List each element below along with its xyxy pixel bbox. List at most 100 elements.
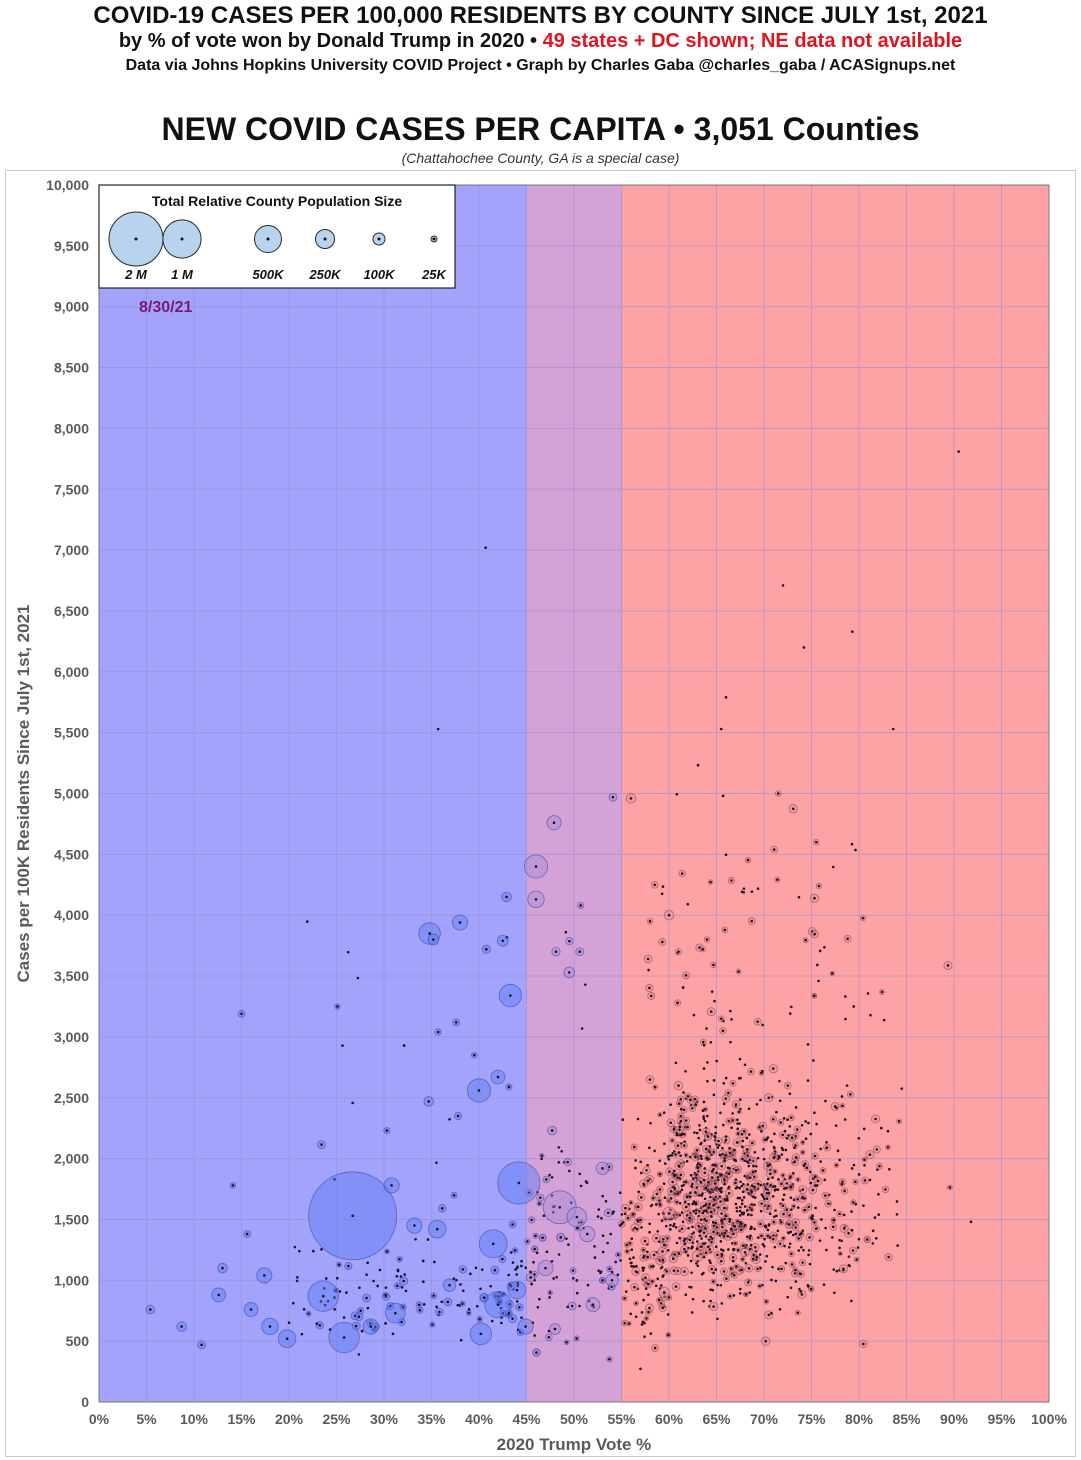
county-point: [844, 1017, 847, 1021]
county-point: [708, 1238, 715, 1246]
county-point: [839, 1103, 846, 1109]
county-point: [681, 1220, 685, 1224]
county-center-dot: [806, 1283, 810, 1287]
county-center-dot: [841, 1104, 844, 1108]
county-center-dot: [347, 1264, 350, 1268]
county-point: [635, 1264, 638, 1268]
county-point: [775, 790, 782, 797]
county-center-dot: [857, 1237, 861, 1241]
county-center-dot: [730, 1018, 733, 1021]
county-center-dot: [772, 848, 776, 851]
county-center-dot: [784, 1148, 788, 1152]
county-center-dot: [758, 1284, 762, 1288]
county-center-dot: [739, 1221, 742, 1224]
county-center-dot: [712, 1224, 716, 1228]
county-point: [579, 1226, 596, 1243]
county-center-dot: [427, 1100, 430, 1103]
county-point: [849, 1246, 857, 1255]
county-center-dot: [811, 1217, 814, 1221]
county-point: [451, 914, 469, 931]
county-center-dot: [832, 1218, 835, 1222]
county-point: [677, 1224, 687, 1233]
county-point: [336, 1276, 339, 1280]
county-center-dot: [721, 1146, 724, 1150]
county-center-dot: [732, 1294, 736, 1297]
county-point: [706, 1079, 709, 1083]
county-center-dot: [644, 1276, 647, 1279]
county-center-dot: [729, 1040, 732, 1044]
county-center-dot: [535, 1251, 539, 1255]
county-center-dot: [773, 1188, 777, 1192]
county-center-dot: [395, 1284, 399, 1288]
county-point: [749, 1234, 752, 1238]
county-center-dot: [632, 1256, 635, 1259]
county-point: [702, 1242, 705, 1245]
county-center-dot: [696, 1264, 700, 1268]
county-center-dot: [508, 1303, 511, 1306]
county-center-dot: [524, 1266, 528, 1269]
county-center-dot: [840, 1239, 843, 1243]
county-center-dot: [765, 1254, 769, 1258]
county-point: [719, 1027, 727, 1035]
county-point: [756, 1220, 765, 1228]
county-center-dot: [711, 1220, 715, 1224]
county-point: [717, 1161, 726, 1171]
county-center-dot: [661, 940, 664, 944]
county-point: [809, 893, 820, 903]
county-center-dot: [800, 1293, 804, 1296]
county-point: [669, 1208, 672, 1211]
county-center-dot: [759, 1266, 762, 1270]
county-center-dot: [722, 1206, 726, 1210]
county-point: [406, 1217, 423, 1234]
county-point: [731, 1259, 735, 1263]
county-center-dot: [683, 1270, 686, 1273]
county-point: [769, 1115, 777, 1123]
county-point: [657, 1246, 668, 1256]
county-point: [859, 1339, 868, 1349]
county-point: [789, 1286, 793, 1290]
county-center-dot: [772, 1220, 776, 1224]
county-center-dot: [712, 1230, 715, 1234]
county-center-dot: [696, 763, 700, 767]
county-center-dot: [545, 1250, 549, 1254]
county-center-dot: [735, 1265, 738, 1268]
county-center-dot: [366, 1306, 370, 1310]
county-point: [807, 1121, 810, 1125]
county-center-dot: [800, 1231, 803, 1235]
county-point: [796, 1230, 804, 1239]
county-point: [771, 1176, 774, 1179]
county-center-dot: [773, 1132, 776, 1136]
county-center-dot: [696, 1254, 699, 1258]
county-center-dot: [698, 1209, 701, 1213]
county-center-dot: [802, 1248, 805, 1252]
county-center-dot: [794, 1220, 797, 1224]
county-point: [621, 1319, 629, 1327]
county-center-dot: [738, 1287, 742, 1291]
county-point: [703, 1119, 707, 1123]
county-point: [738, 1209, 742, 1213]
county-center-dot: [750, 1189, 753, 1193]
county-center-dot: [807, 1205, 811, 1209]
county-center-dot: [808, 1262, 812, 1266]
county-center-dot: [672, 1269, 676, 1272]
county-center-dot: [746, 1160, 749, 1163]
county-center-dot: [742, 887, 746, 890]
county-point: [814, 1206, 817, 1210]
county-point: [767, 1223, 771, 1226]
county-point: [674, 999, 682, 1007]
county-point: [771, 1265, 774, 1269]
county-center-dot: [560, 1149, 563, 1153]
county-point: [592, 1305, 596, 1309]
county-point: [324, 1277, 328, 1280]
county-center-dot: [648, 1078, 652, 1081]
county-center-dot: [632, 1212, 635, 1216]
county-center-dot: [788, 1242, 792, 1246]
county-point: [822, 1283, 826, 1286]
county-center-dot: [687, 1202, 690, 1206]
county-center-dot: [455, 1278, 458, 1282]
county-center-dot: [390, 1184, 393, 1187]
county-point: [739, 1180, 742, 1184]
county-center-dot: [702, 1043, 706, 1047]
county-point: [678, 1229, 682, 1233]
county-center-dot: [318, 1324, 322, 1327]
